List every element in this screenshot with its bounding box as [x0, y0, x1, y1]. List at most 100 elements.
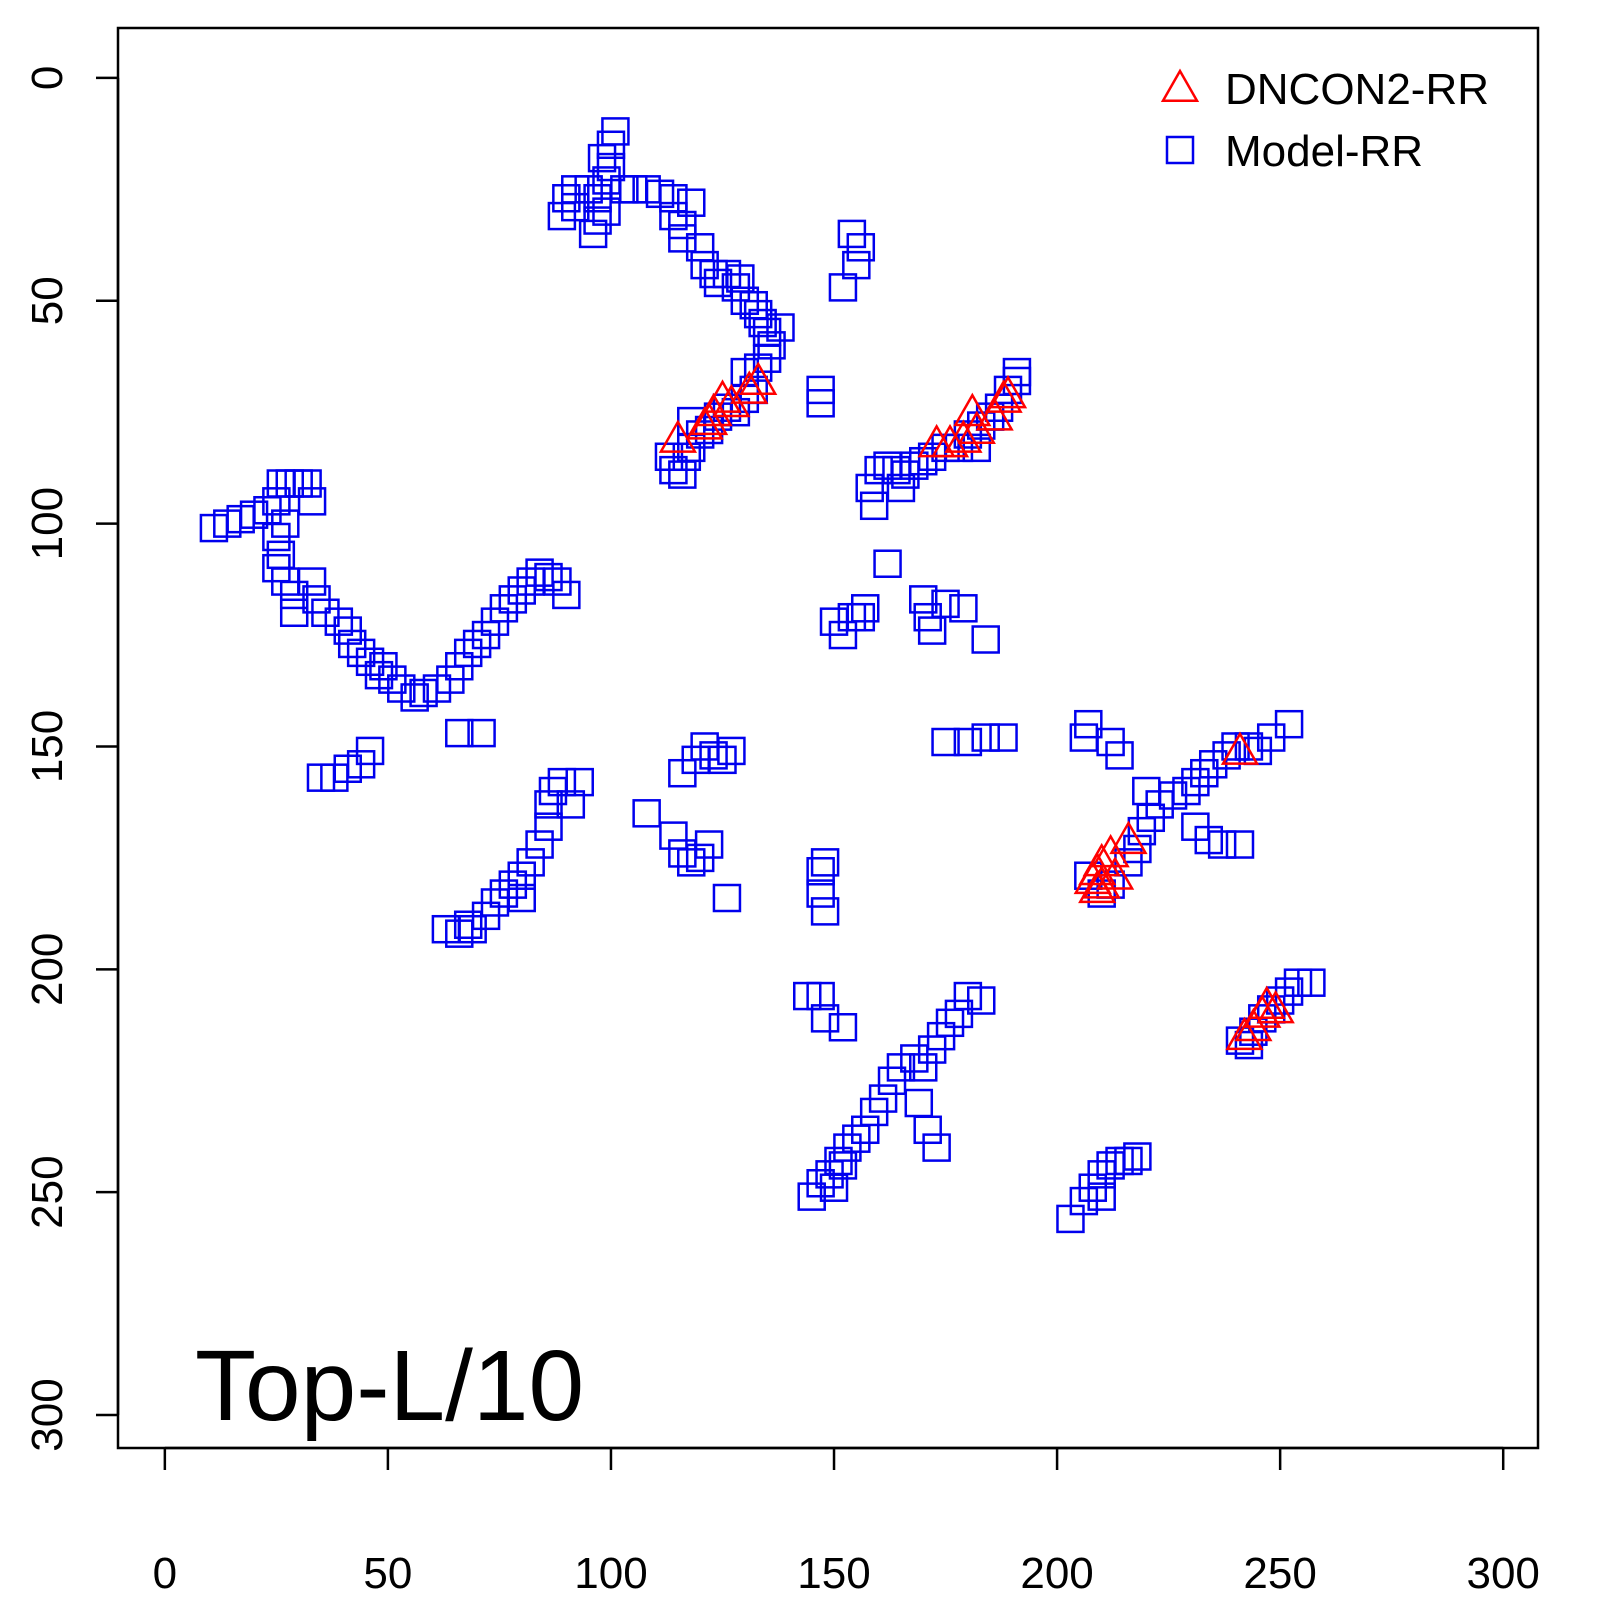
square-point [489, 594, 519, 623]
square-point [1297, 968, 1326, 997]
square-point [1114, 1146, 1143, 1176]
square-point [935, 1008, 965, 1038]
square-point [873, 549, 902, 578]
triangle-point [658, 419, 698, 453]
square-point [445, 718, 474, 748]
square-point [810, 1004, 840, 1033]
triangle-point [953, 392, 992, 427]
square-point [708, 745, 737, 775]
triangle-point [944, 419, 983, 453]
square-point [806, 389, 835, 418]
square-point [1132, 776, 1161, 806]
square-point [659, 821, 688, 850]
square-point [552, 184, 581, 213]
square-point [810, 897, 840, 926]
y-tick-label: 150 [23, 710, 72, 783]
x-tick-label: 250 [1243, 1549, 1316, 1598]
y-tick-label: 300 [23, 1378, 72, 1451]
square-point [262, 522, 291, 552]
square-point [971, 723, 1000, 752]
square-point [828, 1013, 858, 1042]
square-point [293, 469, 322, 498]
square-point [833, 1133, 862, 1162]
square-point [953, 727, 983, 757]
square-point [908, 1053, 938, 1082]
triangle-point [1256, 989, 1295, 1024]
square-point [337, 629, 367, 659]
square-point [971, 625, 1000, 654]
legend-label: Model-RR [1225, 127, 1423, 176]
y-tick-label: 250 [23, 1155, 72, 1228]
plot-frame [116, 26, 1540, 1450]
square-point [966, 986, 996, 1015]
square-point [1123, 834, 1152, 864]
triangle-point [739, 361, 778, 395]
triangle-point [1247, 985, 1286, 1019]
triangle-point [975, 397, 1014, 431]
triangle-point [930, 423, 970, 458]
square-point [565, 767, 594, 797]
square-point [748, 308, 777, 338]
x-tick-label: 150 [797, 1549, 870, 1598]
square-point [297, 487, 327, 516]
triangle-point [984, 379, 1023, 413]
y-tick-label: 200 [23, 933, 72, 1006]
triangle-point [1220, 731, 1260, 765]
square-point [1190, 758, 1219, 788]
square-point [534, 812, 563, 841]
square-point [699, 741, 728, 770]
legend-label: DNCON2-RR [1225, 65, 1489, 114]
triangle-point [712, 383, 751, 418]
square-point [868, 1084, 898, 1113]
square-point [859, 491, 889, 521]
square-point [507, 576, 536, 605]
square-point [806, 857, 835, 886]
x-tick-label: 50 [363, 1549, 412, 1598]
square-point [855, 473, 884, 503]
square-point [694, 830, 724, 859]
square-point [525, 830, 554, 859]
square-point [587, 143, 617, 173]
square-point [1234, 732, 1264, 761]
square-point [467, 718, 496, 748]
square-point [525, 558, 554, 587]
square-point [1123, 1142, 1152, 1171]
square-point [547, 767, 577, 797]
square-point [552, 580, 581, 610]
square-point [931, 589, 960, 619]
square-point [908, 585, 938, 614]
square-point [378, 665, 407, 694]
legend-marker [1165, 135, 1195, 165]
square-point [904, 1088, 934, 1118]
square-point [913, 1115, 942, 1145]
square-point [578, 219, 608, 249]
square-point [632, 799, 661, 828]
square-point [703, 268, 733, 298]
square-point [819, 1173, 849, 1202]
triangle-point [703, 379, 742, 413]
square-point [1105, 741, 1134, 770]
square-point [989, 723, 1018, 752]
square-point [828, 620, 858, 650]
square-point [1002, 357, 1032, 387]
square-point [1225, 830, 1255, 859]
square-point [453, 910, 483, 939]
square-point [498, 585, 528, 614]
square-point [931, 727, 960, 757]
triangle-point [957, 410, 996, 445]
square-point [766, 313, 795, 342]
square-point [400, 683, 429, 712]
square-point [712, 883, 742, 913]
square-point [677, 848, 706, 877]
annotation: Top-L/10 [195, 1330, 584, 1442]
square-point [1074, 709, 1103, 739]
square-point [453, 638, 483, 668]
square-point [1212, 741, 1241, 770]
y-tick-label: 100 [23, 487, 72, 560]
square-point [556, 790, 586, 819]
square-point [1087, 1182, 1116, 1211]
x-tick-label: 200 [1020, 1549, 1093, 1598]
square-point [1207, 830, 1237, 859]
square-point [668, 224, 697, 253]
